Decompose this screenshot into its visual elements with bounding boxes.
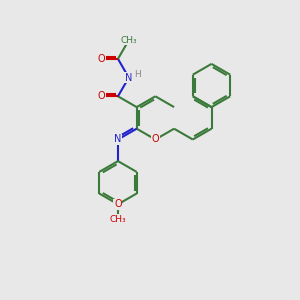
Text: O: O xyxy=(152,134,159,145)
Text: O: O xyxy=(98,91,105,101)
Text: N: N xyxy=(125,73,133,82)
Text: O: O xyxy=(114,199,122,209)
Text: N: N xyxy=(114,134,122,145)
Text: CH₃: CH₃ xyxy=(121,36,137,45)
Text: H: H xyxy=(134,70,140,79)
Text: CH₃: CH₃ xyxy=(110,215,126,224)
Text: O: O xyxy=(98,54,105,64)
